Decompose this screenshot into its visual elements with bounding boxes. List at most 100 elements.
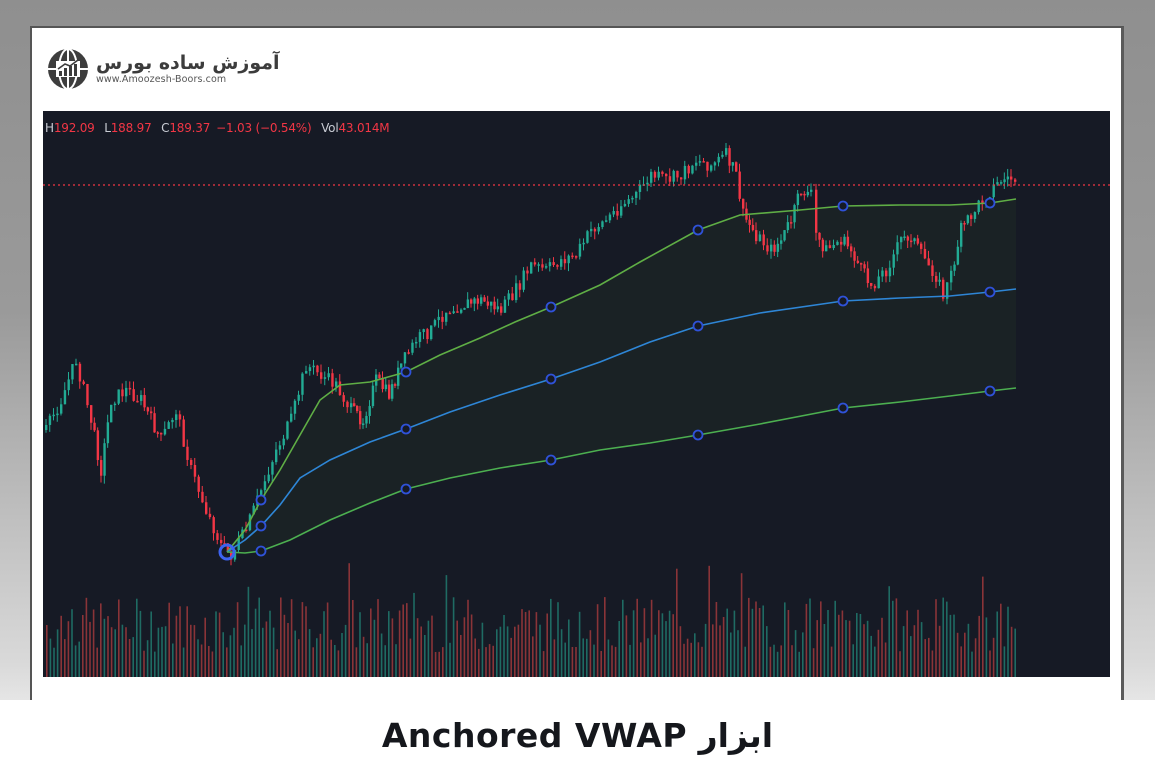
candle-body <box>853 251 856 261</box>
candle-body <box>755 230 758 242</box>
candle-body <box>186 446 189 460</box>
candle-body <box>563 259 567 264</box>
price-chart[interactable]: H192.09 L188.97 C189.37 −1.03 (−0.54%) Vo… <box>43 111 1110 677</box>
volume-bar <box>974 638 977 677</box>
candle-body <box>806 191 810 196</box>
anchor-handle[interactable] <box>984 197 996 209</box>
anchor-handle[interactable] <box>400 423 412 435</box>
volume-bar <box>308 629 311 677</box>
anchor-handle[interactable] <box>545 373 557 385</box>
anchor-handle[interactable] <box>837 295 849 307</box>
candle-body <box>493 301 496 310</box>
candle-body <box>530 262 533 274</box>
candle-body <box>582 242 585 245</box>
candle-body <box>342 395 345 402</box>
volume-bar <box>128 639 131 677</box>
candle-body <box>271 462 274 475</box>
volume-bar <box>758 608 761 677</box>
candle-body <box>668 176 672 182</box>
volume-bar <box>71 609 73 677</box>
candle-body <box>680 177 683 180</box>
volume-bar <box>352 600 354 677</box>
candle-body <box>67 379 70 391</box>
volume-bar <box>532 636 534 677</box>
candle-body <box>445 312 448 322</box>
candle-body <box>346 401 349 408</box>
candle-body <box>190 459 193 466</box>
volume-bar <box>258 597 260 677</box>
low-value: 188.97 <box>110 121 152 135</box>
candle-body <box>110 404 113 423</box>
candle-body <box>403 352 407 364</box>
volume-bar <box>780 645 782 677</box>
anchor-handle[interactable] <box>255 520 267 532</box>
candle-body <box>293 400 297 414</box>
volume-bar <box>560 629 563 677</box>
volume-bar <box>881 617 883 677</box>
candle-body <box>900 237 903 243</box>
brand-logo[interactable]: آموزش ساده بورس www.Amoozesh-Boors.com <box>46 47 280 91</box>
volume-bar <box>272 627 275 677</box>
anchor-handle[interactable] <box>984 385 996 397</box>
volume-bar <box>92 609 95 677</box>
anchor-handle[interactable] <box>837 200 849 212</box>
anchor-handle[interactable] <box>692 429 704 441</box>
volume-bar <box>424 635 426 677</box>
brand-url[interactable]: www.Amoozesh-Boors.com <box>96 74 227 85</box>
candle-body <box>702 161 705 163</box>
candle-body <box>650 171 653 183</box>
volume-bar <box>53 647 55 677</box>
anchor-handle[interactable] <box>984 286 996 298</box>
anchor-handle[interactable] <box>400 483 412 495</box>
volume-bar <box>884 642 887 677</box>
volume-bar <box>899 651 901 677</box>
candle-body <box>597 227 600 232</box>
volume-bar <box>859 614 862 677</box>
anchor-handle[interactable] <box>255 545 267 557</box>
candle-body <box>751 224 755 231</box>
volume-bar <box>445 575 448 677</box>
volume-bar <box>928 637 930 677</box>
candle-body <box>422 329 425 333</box>
volume-bar <box>715 602 718 677</box>
anchor-handle[interactable] <box>400 366 412 378</box>
volume-bar <box>290 599 293 677</box>
candle-body <box>903 236 906 239</box>
volume-bar <box>766 626 768 677</box>
candle-body <box>638 184 642 192</box>
volume-bar <box>334 645 336 677</box>
volume-bar <box>733 610 736 677</box>
anchor-handle[interactable] <box>545 301 557 313</box>
volume-bar <box>604 597 606 677</box>
candle-body <box>226 543 230 552</box>
anchor-handle[interactable] <box>837 402 849 414</box>
volume-bar <box>784 602 786 677</box>
candle-body <box>470 299 473 304</box>
volume-bar <box>751 608 754 677</box>
candle-body <box>896 242 899 255</box>
candle-body <box>463 308 466 310</box>
volume-bar <box>625 615 628 677</box>
chart-canvas[interactable] <box>43 111 1110 677</box>
candle-body <box>71 364 74 380</box>
volume-bar <box>316 638 318 677</box>
anchor-handle[interactable] <box>692 224 704 236</box>
candle-body <box>575 256 578 258</box>
volume-bar <box>823 624 826 677</box>
volume-bar <box>143 650 145 677</box>
candle-body <box>828 245 832 249</box>
anchor-point-handle[interactable] <box>218 543 236 561</box>
volume-bar <box>161 626 163 677</box>
volume-bar <box>485 647 487 677</box>
candle-body <box>52 414 55 417</box>
candle-body <box>541 264 544 268</box>
candle-body <box>646 182 649 185</box>
volume-bar <box>539 624 541 677</box>
candle-body <box>881 270 884 277</box>
candle-body <box>766 245 769 252</box>
anchor-handle[interactable] <box>545 454 557 466</box>
candle-body <box>966 215 970 224</box>
anchor-handle[interactable] <box>255 494 267 506</box>
candle-body <box>950 270 953 283</box>
anchor-handle[interactable] <box>692 320 704 332</box>
